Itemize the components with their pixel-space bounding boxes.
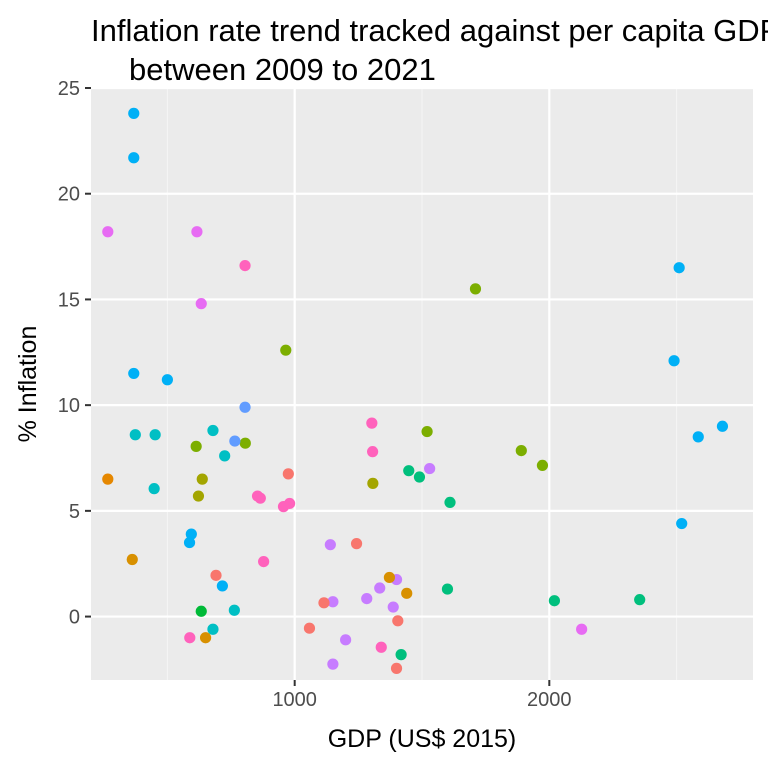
data-point: [444, 496, 456, 508]
data-point: [280, 344, 292, 356]
data-point: [515, 445, 527, 457]
data-point: [129, 429, 141, 441]
data-point: [383, 571, 396, 584]
data-point: [469, 283, 482, 295]
data-point: [195, 605, 207, 617]
data-point: [190, 440, 202, 452]
data-point: [128, 152, 140, 164]
data-point: [401, 587, 413, 599]
data-point: [441, 583, 454, 595]
data-point: [390, 662, 403, 674]
major-gridlines: [91, 86, 753, 680]
chart-title-line-2: between 2009 to 2021: [129, 52, 436, 87]
data-point: [327, 658, 339, 670]
data-point: [548, 595, 561, 607]
y-tick-label: 25: [58, 78, 80, 100]
axis-ticks: [85, 87, 551, 686]
data-point: [340, 634, 352, 646]
y-tick-label: 10: [58, 395, 80, 417]
data-points: [102, 107, 729, 674]
data-point: [251, 490, 264, 502]
data-point: [216, 580, 228, 592]
data-point: [148, 483, 160, 495]
data-point: [424, 462, 436, 475]
data-point: [668, 355, 680, 367]
axis-tick-labels: 0 5 10 15 20 25 1000 2000: [58, 78, 572, 711]
data-point: [239, 401, 251, 413]
data-point: [239, 437, 251, 449]
data-point: [421, 425, 433, 438]
data-point: [324, 539, 336, 551]
data-point: [303, 622, 316, 634]
y-tick-label: 0: [69, 607, 80, 629]
data-point: [350, 538, 363, 550]
chart-title-line-1: Inflation rate trend tracked against per…: [91, 13, 768, 48]
data-point: [413, 471, 426, 483]
data-point: [191, 226, 203, 238]
data-point: [185, 528, 197, 540]
data-point: [318, 597, 330, 609]
data-point: [128, 367, 140, 380]
y-tick-label: 20: [58, 184, 80, 206]
data-point: [184, 632, 196, 644]
data-point: [183, 536, 196, 549]
data-point: [634, 594, 646, 606]
data-point: [239, 260, 251, 272]
data-point: [536, 459, 549, 471]
data-point: [392, 615, 404, 627]
data-point: [676, 517, 688, 530]
data-point: [716, 420, 729, 432]
data-point: [374, 582, 386, 594]
data-point: [327, 596, 339, 608]
data-point: [284, 497, 296, 510]
data-point: [375, 641, 387, 653]
data-point: [366, 417, 378, 429]
data-point: [673, 262, 685, 274]
data-point: [207, 424, 219, 437]
data-point: [102, 473, 114, 485]
data-point: [367, 446, 379, 458]
data-point: [192, 490, 205, 502]
data-point: [210, 569, 222, 581]
data-point: [387, 601, 399, 613]
y-tick-label: 15: [58, 289, 80, 311]
data-point: [126, 553, 138, 566]
x-axis-title: GDP (US$ 2015): [328, 725, 517, 753]
data-point: [161, 374, 173, 386]
data-point: [128, 107, 140, 119]
y-axis-title: % Inflation: [14, 326, 42, 443]
data-point: [576, 623, 588, 635]
data-point: [149, 429, 161, 441]
x-tick-label: 1000: [272, 689, 317, 711]
data-point: [403, 465, 415, 477]
data-point: [258, 556, 270, 568]
data-point: [195, 298, 207, 310]
y-tick-label: 5: [69, 501, 80, 523]
data-point: [282, 468, 294, 480]
data-point: [219, 450, 231, 462]
data-point: [367, 477, 379, 489]
data-point: [229, 435, 241, 447]
data-point: [102, 226, 114, 238]
data-point: [228, 604, 240, 616]
data-point: [207, 623, 219, 635]
data-point: [196, 473, 208, 485]
data-point: [395, 649, 407, 661]
data-point: [692, 431, 704, 443]
data-point: [361, 593, 373, 605]
x-tick-label: 2000: [527, 689, 572, 711]
data-point: [199, 632, 212, 644]
